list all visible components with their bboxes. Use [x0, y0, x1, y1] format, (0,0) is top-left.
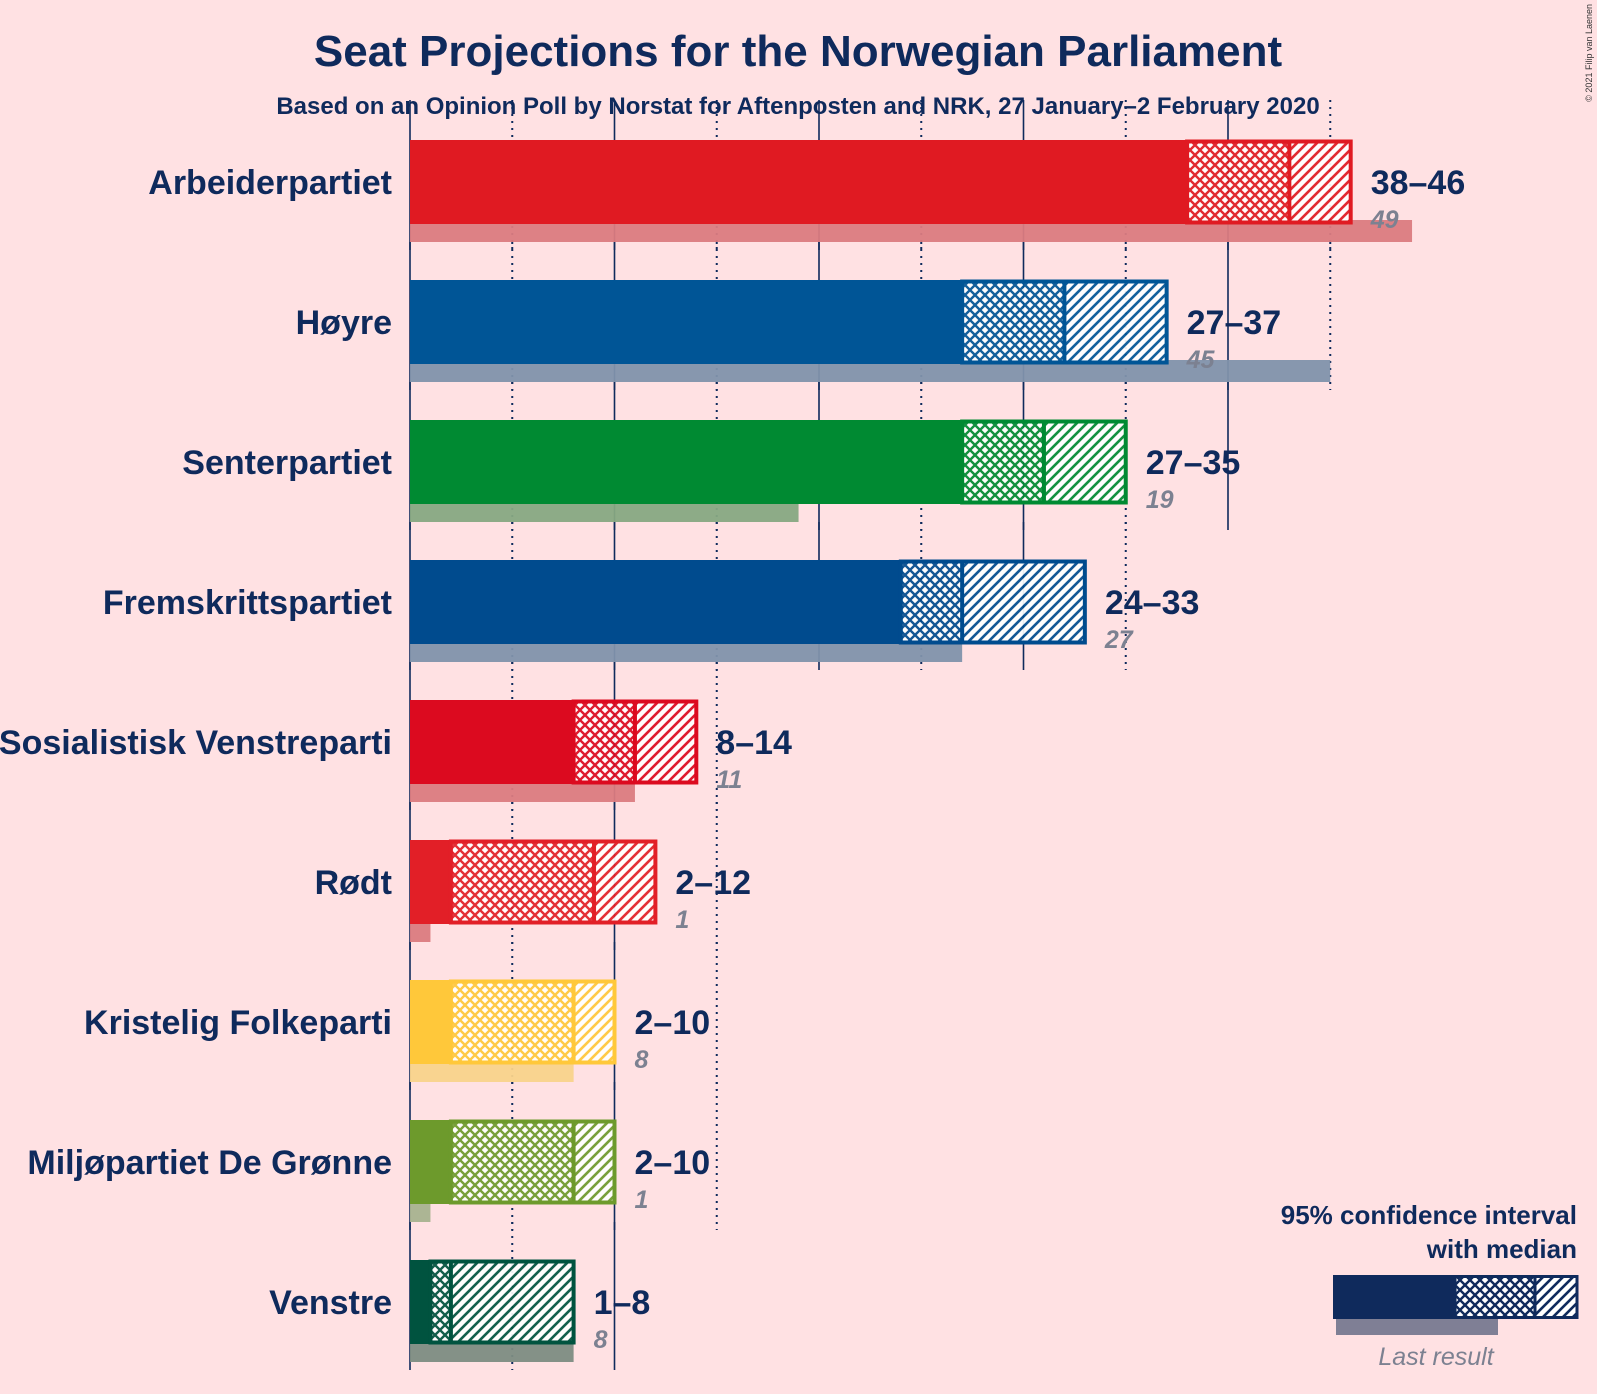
bar-ci-lower	[900, 560, 963, 644]
bar-ci-upper	[594, 840, 656, 924]
copyright-notice: © 2021 Filip van Laenen	[1584, 4, 1594, 102]
last-result-label: 1	[675, 906, 689, 934]
bar-ci-lower	[450, 980, 574, 1064]
bar-ci-lower	[573, 700, 635, 784]
bar-solid	[410, 140, 1188, 224]
last-result-bar	[410, 500, 799, 522]
bar-ci-lower	[1187, 140, 1290, 224]
last-result-label: 19	[1146, 486, 1174, 514]
range-label: 24–33	[1105, 584, 1200, 622]
legend-cross-swatch	[1455, 1275, 1535, 1319]
bar-ci-outline	[1185, 139, 1353, 225]
party-name: Arbeiderpartiet	[148, 164, 392, 202]
range-label: 2–12	[675, 864, 751, 902]
range-label: 27–37	[1187, 304, 1282, 342]
party-name: Kristelig Folkeparti	[84, 1004, 392, 1042]
bar-ci-upper	[962, 560, 1085, 644]
legend-title-line2: with median	[1426, 1234, 1577, 1264]
party-name: Rødt	[315, 864, 392, 902]
bar-ci-lower	[450, 1120, 574, 1204]
bar-ci-outline	[898, 559, 1087, 645]
party-name: Senterpartiet	[182, 444, 392, 482]
bar-ci-upper	[573, 980, 615, 1064]
last-result-label: 49	[1370, 206, 1399, 234]
bar-solid	[410, 700, 574, 784]
last-result-bar	[410, 640, 963, 662]
last-result-bar	[410, 1060, 574, 1082]
range-label: 2–10	[635, 1144, 711, 1182]
bar-ci-upper	[450, 1260, 574, 1344]
legend: 95% confidence interval with median Last…	[1281, 1200, 1579, 1371]
last-result-bar	[410, 780, 635, 802]
range-label: 2–10	[635, 1004, 711, 1042]
bar-ci-lower	[430, 1260, 451, 1344]
party-row: Venstre 1–8 8	[269, 1259, 651, 1362]
party-row: Sosialistisk Venstreparti 8–14 11	[0, 699, 792, 802]
party-row: Arbeiderpartiet 38–46 49	[148, 139, 1466, 242]
chart-subtitle: Based on an Opinion Poll by Norstat for …	[276, 93, 1319, 120]
party-row: Rødt 2–12 1	[315, 839, 751, 942]
bar-ci-upper	[634, 700, 697, 784]
legend-ci-outline	[1453, 1275, 1579, 1319]
range-label: 8–14	[716, 724, 792, 762]
bar-ci-lower	[450, 840, 595, 924]
last-result-label: 45	[1186, 346, 1216, 374]
bar-solid	[410, 280, 963, 364]
party-name: Venstre	[269, 1284, 392, 1322]
range-label: 1–8	[594, 1284, 651, 1322]
party-name: Høyre	[296, 304, 392, 342]
party-name: Sosialistisk Venstreparti	[0, 724, 392, 762]
bar-solid	[410, 840, 451, 924]
last-result-label: 8	[594, 1326, 608, 1354]
party-bars: Arbeiderpartiet 38–46 49 Høyre 27–37 45 Senter…	[0, 139, 1466, 1362]
bar-solid	[410, 980, 451, 1064]
party-row: Kristelig Folkeparti 2–10 8	[84, 979, 711, 1082]
party-row: Fremskrittspartiet 24–33 27	[103, 559, 1200, 662]
legend-solid-swatch	[1333, 1275, 1455, 1319]
last-result-label: 11	[716, 766, 742, 794]
party-row: Miljøpartiet De Grønne 2–10 1	[27, 1119, 711, 1222]
last-result-bar	[410, 220, 1413, 242]
bar-solid	[410, 420, 963, 504]
legend-last-result-label: Last result	[1378, 1343, 1494, 1371]
party-row: Høyre 27–37 45	[296, 279, 1331, 382]
bar-ci-lower	[962, 280, 1065, 364]
bar-ci-upper	[573, 1120, 615, 1204]
party-row: Senterpartiet 27–35 19	[182, 419, 1241, 522]
bar-ci-upper	[1289, 140, 1351, 224]
chart-title: Seat Projections for the Norwegian Parli…	[314, 27, 1283, 76]
last-result-label: 8	[635, 1046, 649, 1074]
bar-solid	[410, 560, 901, 644]
bar-ci-lower	[962, 420, 1044, 504]
bar-ci-outline	[448, 1119, 617, 1205]
last-result-label: 27	[1104, 626, 1134, 654]
last-result-bar	[410, 920, 431, 942]
range-label: 27–35	[1146, 444, 1241, 482]
last-result-bar	[410, 360, 1331, 382]
bar-ci-outline	[448, 839, 658, 925]
bar-solid	[410, 1120, 451, 1204]
last-result-label: 1	[635, 1186, 649, 1214]
last-result-bar	[410, 1340, 574, 1362]
range-label: 38–46	[1371, 164, 1466, 202]
party-name: Fremskrittspartiet	[103, 584, 392, 622]
legend-title-line1: 95% confidence interval	[1281, 1200, 1577, 1230]
party-name: Miljøpartiet De Grønne	[27, 1144, 392, 1182]
bar-ci-outline	[428, 1259, 576, 1345]
last-result-bar	[410, 1200, 431, 1222]
bar-solid	[410, 1260, 431, 1344]
bar-ci-outline	[448, 979, 617, 1065]
bar-ci-upper	[1064, 280, 1167, 364]
legend-hatch-swatch	[1535, 1275, 1577, 1319]
bar-ci-upper	[1043, 420, 1126, 504]
